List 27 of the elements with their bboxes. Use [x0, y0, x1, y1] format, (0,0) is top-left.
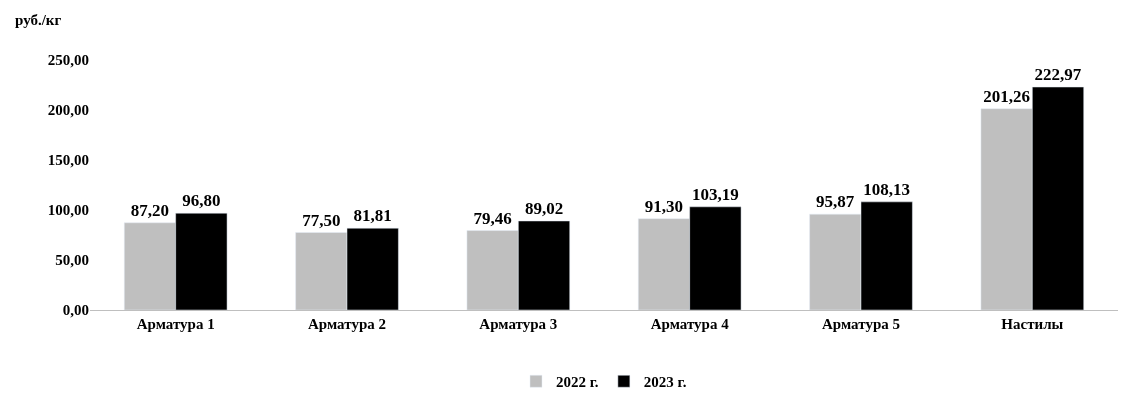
data-label: 201,26: [983, 86, 1031, 106]
x-tick-label: Арматура 1: [136, 316, 215, 332]
data-label: 81,81: [353, 206, 392, 226]
y-axis-title: руб./кг: [15, 12, 62, 28]
data-label: 103,19: [691, 184, 739, 204]
y-tick-label: 250,00: [47, 52, 89, 69]
y-tick-label: 50,00: [55, 252, 89, 269]
y-tick-label: 100,00: [47, 202, 89, 219]
x-tick-label: Арматура 3: [479, 316, 558, 332]
y-tick-label: 200,00: [47, 102, 89, 119]
y-tick-label: 0,00: [62, 302, 89, 319]
data-label: 96,80: [182, 191, 221, 211]
data-label: 95,87: [815, 192, 855, 212]
x-tick-label: Настилы: [1001, 316, 1064, 332]
legend-label: 2022 г.: [556, 374, 599, 391]
legend-label: 2023 г.: [643, 374, 687, 391]
x-tick-label: Арматура 4: [650, 316, 730, 332]
data-label: 87,20: [130, 200, 170, 220]
data-label: 108,13: [863, 179, 911, 199]
data-label: 222,97: [1034, 65, 1082, 85]
x-tick-label: Арматура 5: [822, 316, 900, 332]
data-label: 79,46: [473, 208, 512, 228]
y-tick-label: 150,00: [47, 152, 89, 169]
x-tick-label: Арматура 2: [308, 316, 386, 332]
data-label: 77,50: [302, 210, 341, 230]
data-label: 91,30: [644, 196, 684, 216]
data-label: 89,02: [524, 198, 564, 218]
